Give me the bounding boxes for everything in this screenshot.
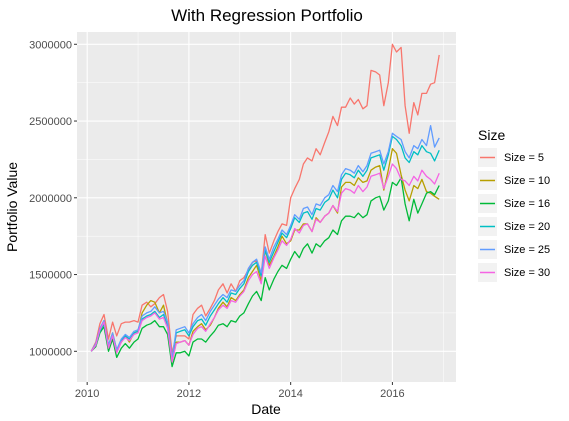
legend-label: Size = 16 xyxy=(504,198,550,210)
x-tick-label: 2014 xyxy=(278,388,302,400)
x-axis-title: Date xyxy=(251,401,281,417)
y-axis-title: Portfolio Value xyxy=(4,162,20,252)
legend-label: Size = 5 xyxy=(504,152,544,164)
y-tick-label: 2000000 xyxy=(29,193,72,205)
series-line-size-16 xyxy=(90,177,440,368)
y-tick-label: 1000000 xyxy=(29,346,72,358)
legend-label: Size = 30 xyxy=(504,267,550,279)
series-line-size-25 xyxy=(90,124,440,360)
legend-label: Size = 25 xyxy=(504,244,550,256)
y-tick-label: 2500000 xyxy=(29,116,72,128)
legend: Size Size = 5 Size = 10 Size = 16 Size = 20… xyxy=(478,127,550,282)
x-axis-ticks: 2010 2012 2014 2016 xyxy=(75,382,405,400)
legend-label: Size = 20 xyxy=(504,221,550,233)
series-line-size-5 xyxy=(90,43,440,354)
x-tick-label: 2012 xyxy=(177,388,201,400)
y-tick-label: 1500000 xyxy=(29,270,72,282)
y-axis-ticks: 1000000 1500000 2000000 2500000 3000000 xyxy=(29,39,77,358)
legend-label: Size = 10 xyxy=(504,175,550,187)
x-tick-label: 2016 xyxy=(380,388,404,400)
x-tick-label: 2010 xyxy=(75,388,99,400)
series-lines xyxy=(90,43,440,368)
y-tick-label: 3000000 xyxy=(29,39,72,51)
legend-title: Size xyxy=(478,127,505,143)
plot-panel xyxy=(77,32,456,382)
series-line-size-30 xyxy=(90,163,440,363)
chart-title: With Regression Portfolio xyxy=(171,6,363,25)
